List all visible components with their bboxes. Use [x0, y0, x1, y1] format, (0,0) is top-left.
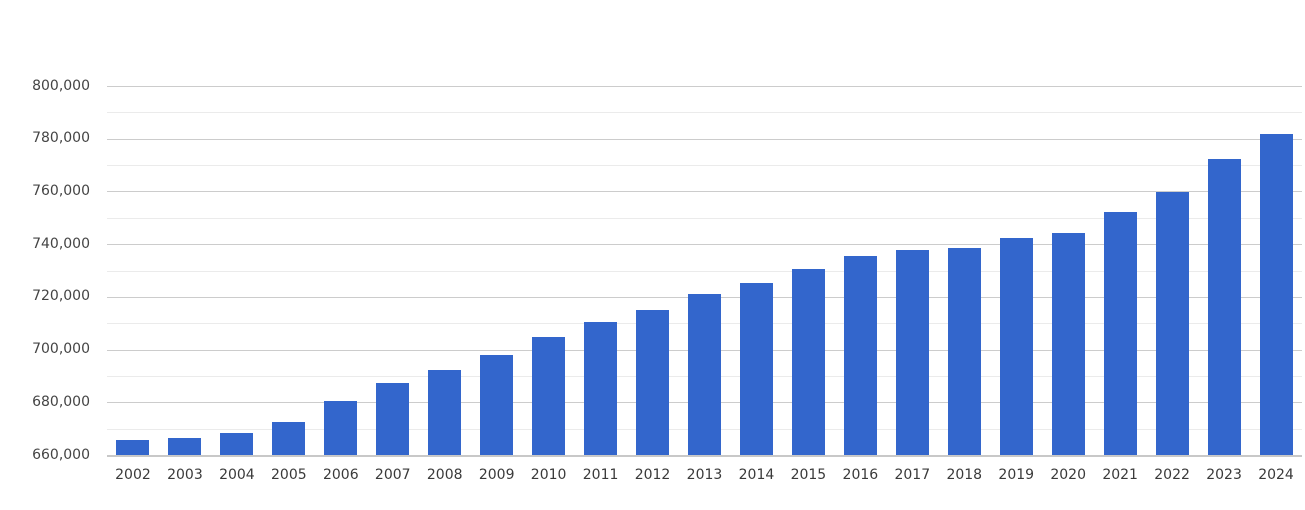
bar-2004[interactable]	[220, 432, 254, 456]
bar-2008[interactable]	[428, 370, 462, 456]
x-tick-label-2018: 2018	[946, 467, 983, 483]
bar-2003[interactable]	[168, 438, 202, 456]
x-tick-label-2008: 2008	[426, 467, 463, 483]
bar-2015[interactable]	[791, 268, 825, 456]
x-tick-label-2002: 2002	[115, 467, 151, 483]
x-tick-label-2019: 2019	[998, 467, 1035, 483]
y-tick-label: 760,000	[32, 182, 90, 199]
x-tick-label-2023: 2023	[1206, 467, 1242, 483]
gridline-minor	[107, 165, 1302, 167]
gridline-major	[107, 138, 1302, 140]
x-tick-label-2021: 2021	[1102, 467, 1138, 483]
y-tick-label: 740,000	[32, 235, 90, 252]
bar-2017[interactable]	[895, 250, 929, 456]
bar-2002[interactable]	[116, 440, 150, 456]
gridline-minor	[107, 217, 1302, 219]
bar-2012[interactable]	[636, 310, 670, 456]
gridline-major	[107, 244, 1302, 246]
x-tick-label-2013: 2013	[686, 467, 723, 483]
gridline-major	[107, 86, 1302, 87]
bar-2024[interactable]	[1259, 133, 1293, 456]
gridline-minor	[107, 270, 1302, 272]
y-tick-label: 680,000	[32, 393, 90, 410]
x-axis-baseline	[107, 455, 1302, 457]
x-tick-label-2009: 2009	[478, 467, 515, 483]
bar-2006[interactable]	[324, 400, 358, 456]
bar-2010[interactable]	[532, 337, 566, 456]
x-tick-label-2017: 2017	[894, 467, 931, 483]
bar-2018[interactable]	[947, 247, 981, 456]
y-tick-label: 800,000	[32, 77, 90, 94]
x-tick-label-2007: 2007	[374, 467, 411, 483]
bar-2021[interactable]	[1103, 211, 1137, 456]
y-tick-label: 700,000	[32, 341, 90, 358]
x-tick-label-2004: 2004	[219, 467, 255, 483]
bar-2020[interactable]	[1051, 232, 1085, 456]
bar-2022[interactable]	[1155, 191, 1189, 456]
x-tick-label-2015: 2015	[790, 467, 827, 483]
y-tick-label: 660,000	[32, 446, 90, 463]
x-tick-label-2003: 2003	[167, 467, 203, 483]
x-tick-label-2005: 2005	[271, 467, 307, 483]
x-tick-label-2020: 2020	[1050, 467, 1086, 483]
x-tick-label-2016: 2016	[842, 467, 879, 483]
y-tick-label: 780,000	[32, 130, 90, 147]
bar-2014[interactable]	[739, 282, 773, 456]
x-tick-label-2006: 2006	[322, 467, 359, 483]
gridline-minor	[107, 112, 1302, 114]
gridline-major	[107, 191, 1302, 193]
x-tick-label-2024: 2024	[1258, 467, 1294, 483]
x-tick-label-2010: 2010	[530, 467, 567, 483]
x-tick-label-2022: 2022	[1154, 467, 1190, 483]
x-tick-label-2011: 2011	[582, 467, 619, 483]
bar-2007[interactable]	[376, 382, 410, 456]
bar-2016[interactable]	[843, 255, 877, 456]
x-tick-label-2012: 2012	[634, 467, 671, 483]
y-tick-label: 720,000	[32, 288, 90, 305]
bar-2011[interactable]	[584, 321, 618, 456]
bar-2013[interactable]	[688, 294, 721, 456]
bar-2019[interactable]	[999, 238, 1033, 456]
bar-2005[interactable]	[272, 422, 306, 456]
bar-2009[interactable]	[480, 355, 514, 456]
bar-2023[interactable]	[1207, 159, 1241, 456]
x-tick-label-2014: 2014	[738, 467, 775, 483]
